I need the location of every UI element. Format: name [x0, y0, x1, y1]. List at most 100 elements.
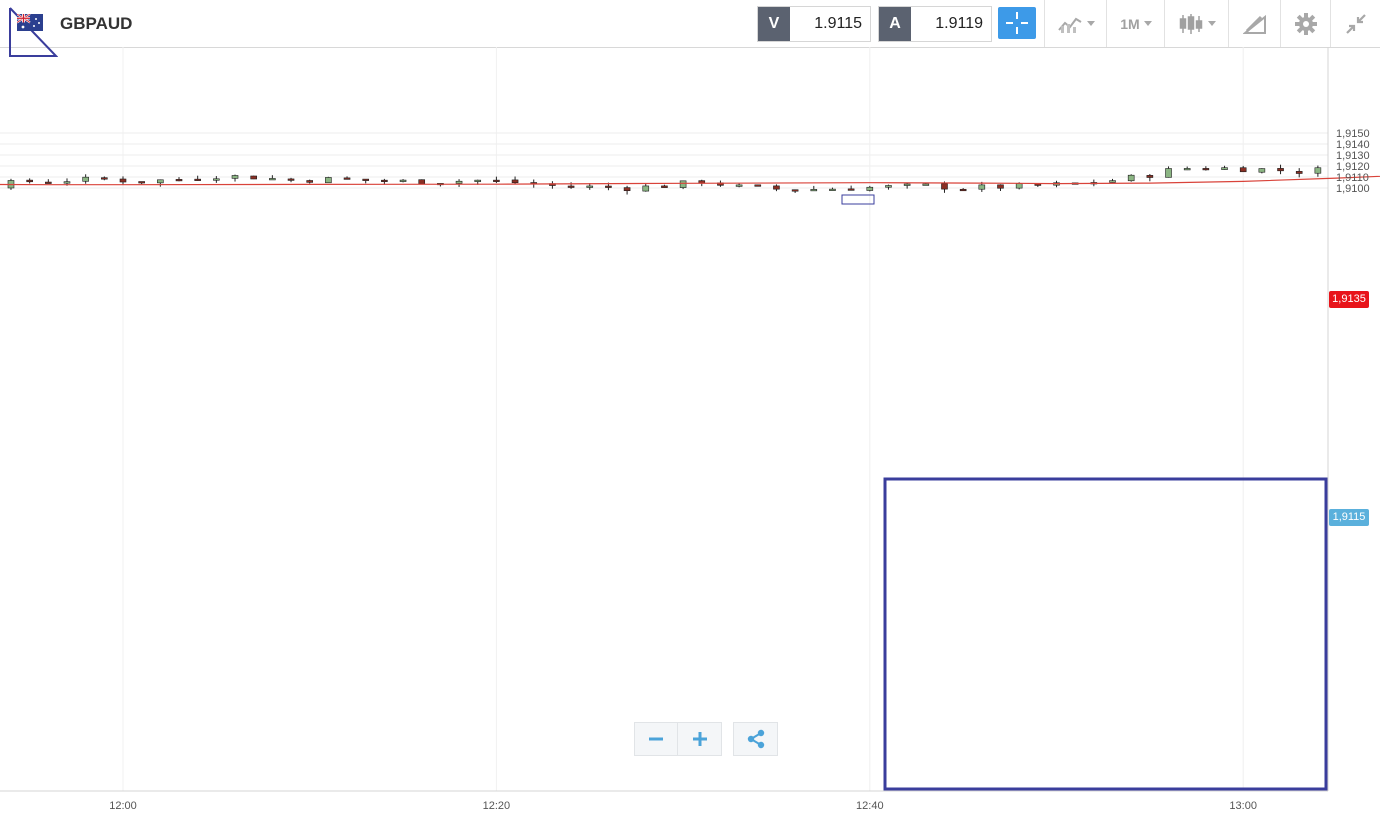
candle-body	[586, 185, 594, 188]
candle-body	[1165, 168, 1172, 178]
buy-quote-button[interactable]: A 1.9119	[878, 6, 992, 42]
candle-body	[791, 189, 799, 192]
x-tick-label: 12:40	[856, 800, 884, 812]
candle-body	[1127, 174, 1135, 182]
candle-body	[1258, 168, 1266, 173]
chart-toolbar: GBPAUD V 1.9115 A 1.9119 1M	[0, 0, 1380, 57]
candle-body	[773, 185, 780, 190]
candle-body	[661, 185, 668, 188]
candle-body	[1109, 180, 1116, 183]
candle-body	[1183, 168, 1191, 171]
share-button[interactable]	[733, 722, 778, 756]
moving-average-line	[0, 175, 1380, 186]
zoom-in-button[interactable]	[678, 722, 722, 756]
candle-body	[362, 178, 370, 181]
candle-body	[623, 187, 631, 192]
candle-body	[325, 177, 332, 184]
y-tick-label: 1,9120	[1336, 161, 1370, 173]
candle-body	[45, 181, 52, 184]
crosshair-icon	[1006, 12, 1028, 34]
candle-body	[679, 180, 687, 188]
candle-body	[138, 181, 145, 184]
inset-highlight-box	[883, 477, 1328, 791]
candle-body	[567, 185, 575, 188]
candle-body	[605, 185, 612, 188]
indicators-button[interactable]	[1044, 0, 1107, 47]
candles	[7, 164, 1322, 195]
plus-icon	[692, 732, 707, 746]
candle-body	[101, 177, 108, 180]
crosshair-button[interactable]	[998, 7, 1036, 39]
drawing-tools-button[interactable]	[1228, 0, 1281, 47]
drawing-tool-icon	[1243, 14, 1266, 34]
uk-australia-flag-icon	[17, 14, 43, 31]
candle-body	[997, 184, 1004, 189]
indicators-icon	[1058, 17, 1082, 33]
x-tick-label: 12:20	[483, 800, 511, 812]
candle-body	[903, 183, 911, 186]
candle-body	[1277, 168, 1284, 172]
x-tick-label: 12:00	[109, 800, 137, 812]
y-tick-label: 1,9100	[1336, 183, 1370, 195]
y-tick-label: 1,9150	[1336, 128, 1370, 140]
candle-body	[1015, 183, 1023, 189]
sell-quote-button[interactable]: V 1.9115	[757, 6, 871, 42]
candle-body	[119, 178, 127, 183]
timeframe-label: 1M	[1120, 15, 1140, 32]
timeframe-button[interactable]: 1M	[1106, 0, 1165, 47]
candle-body	[399, 179, 407, 182]
candle-body	[1314, 167, 1322, 174]
candle-body	[1146, 175, 1154, 178]
selection-marker	[841, 194, 875, 205]
candle-body	[175, 179, 183, 182]
zoom-out-button[interactable]	[634, 722, 678, 756]
candle-body	[922, 183, 930, 186]
candle-body	[959, 188, 967, 192]
candle-body	[847, 188, 855, 191]
candle-body	[269, 178, 276, 181]
candle-body	[418, 179, 426, 185]
settings-button[interactable]	[1280, 0, 1331, 47]
candle-body	[455, 180, 463, 184]
candle-body	[343, 177, 351, 180]
time-axis-labels: 4012:0012:2012:4013:0013:2013:4014:0014:…	[109, 800, 1257, 812]
candle-body	[26, 179, 33, 183]
candle-body	[978, 184, 986, 190]
candle-body	[63, 181, 71, 184]
candle-body	[511, 179, 519, 184]
candle-body	[866, 186, 874, 191]
candle-body	[1221, 167, 1228, 170]
candle-body	[231, 175, 239, 179]
candlestick-type-icon	[1179, 13, 1203, 34]
candle-body	[157, 179, 164, 184]
y-tick-label: 1,9130	[1336, 150, 1370, 162]
moving-average-price-tag: 1,9135	[1329, 291, 1369, 308]
x-tick-label: 13:00	[1229, 800, 1257, 812]
candle-body	[1202, 168, 1210, 171]
candle-body	[829, 188, 836, 191]
candle-body	[474, 179, 482, 182]
sell-tag: V	[758, 7, 790, 41]
collapse-button[interactable]	[1330, 0, 1380, 47]
candle-body	[1295, 171, 1303, 174]
candle-body	[493, 179, 500, 182]
candle-body	[1239, 167, 1247, 173]
candle-body	[381, 179, 388, 182]
current-price-tag: 1,9115	[1329, 509, 1369, 526]
zoom-controls	[634, 722, 722, 756]
chart-type-button[interactable]	[1164, 0, 1229, 47]
candle-body	[213, 178, 220, 181]
candle-body	[306, 180, 314, 183]
minus-icon	[649, 737, 663, 741]
candle-body	[287, 178, 295, 181]
candle-body	[754, 184, 762, 187]
buy-tag: A	[879, 7, 911, 41]
chevron-down-icon	[1087, 21, 1095, 26]
instrument-symbol: GBPAUD	[60, 14, 133, 33]
grid-lines	[0, 47, 1328, 791]
collapse-icon	[1346, 13, 1366, 34]
sell-price: 1.9115	[814, 15, 862, 32]
candle-body	[941, 183, 948, 190]
